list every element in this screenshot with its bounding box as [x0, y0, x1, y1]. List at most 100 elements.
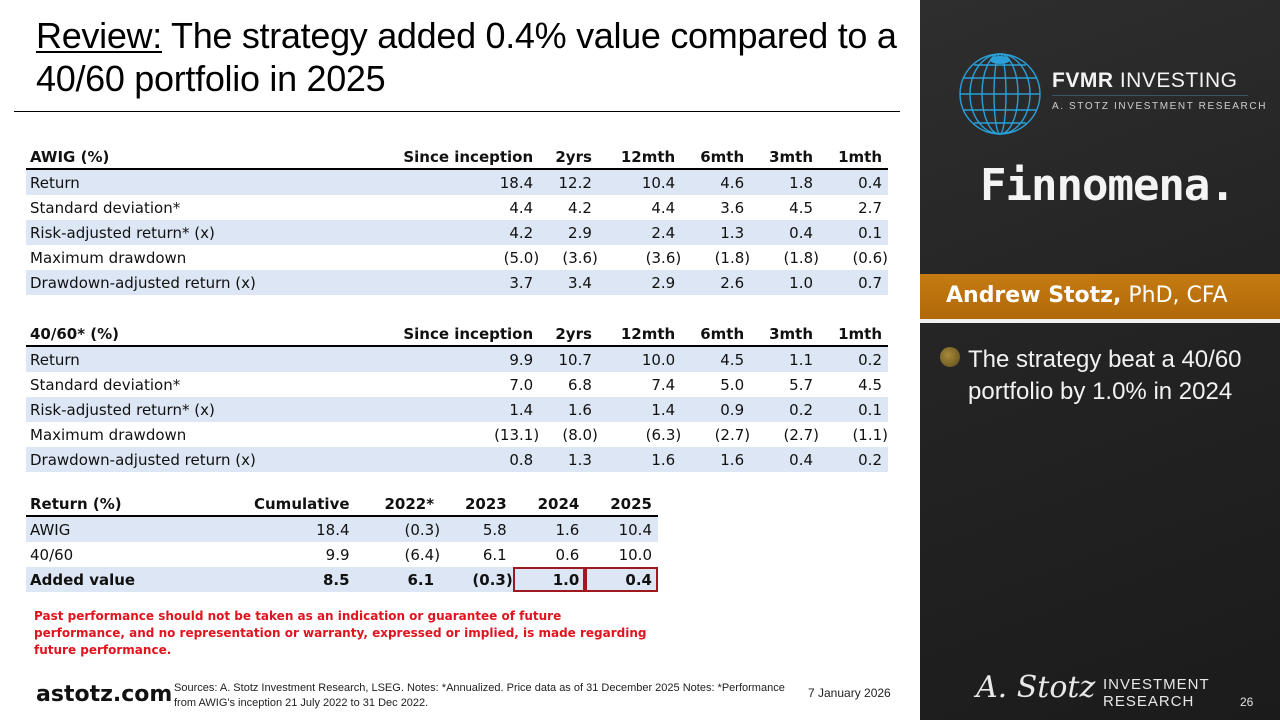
table-header-row: Return (%) Cumulative 2022* 2023 2024 20… — [26, 493, 658, 517]
value-cell: 0.1 — [819, 397, 888, 422]
value-cell: 2.6 — [681, 270, 751, 295]
value-cell: (2.7) — [714, 425, 751, 444]
value-cell: 1.6 — [681, 447, 751, 472]
title-text: The strategy added 0.4% value compared t… — [36, 15, 897, 99]
value-cell: (6.3) — [645, 425, 682, 444]
annual-return-table: Return (%) Cumulative 2022* 2023 2024 20… — [26, 493, 658, 592]
title-divider — [14, 111, 900, 112]
sidebar-panel: FVMR INVESTING A. STOTZ INVESTMENT RESEA… — [920, 0, 1280, 720]
table-header-row: 40/60* (%) Since inception 2yrs 12mth 6m… — [26, 323, 888, 347]
presenter-banner: Andrew Stotz, PhD, CFA — [920, 274, 1280, 323]
value-cell: 0.2 — [819, 346, 888, 372]
table-row: Return 18.4 12.2 10.4 4.6 1.8 0.4 — [26, 169, 888, 195]
row-label: Standard deviation* — [30, 198, 181, 217]
value-cell: 10.4 — [597, 169, 682, 195]
disclaimer-text: Past performance should not be taken as … — [34, 609, 647, 657]
value-cell: 1.3 — [681, 220, 751, 245]
value-cell: 3.4 — [539, 270, 598, 295]
value-cell: (3.6) — [645, 248, 682, 267]
value-cell: 3.7 — [351, 270, 540, 295]
highlighted-value-cell: 0.4 — [585, 567, 658, 592]
table-header-row: AWIG (%) Since inception 2yrs 12mth 6mth… — [26, 146, 888, 170]
value-cell: (0.3) — [440, 567, 513, 592]
key-point-text: The strategy beat a 40/60 portfolio by 1… — [968, 346, 1242, 405]
value-cell: 12.2 — [539, 169, 598, 195]
ir-line-1: INVESTMENT — [1103, 676, 1210, 693]
value-cell: 0.4 — [819, 169, 888, 195]
row-label: Return — [26, 346, 352, 372]
value-cell: 1.4 — [597, 397, 682, 422]
value-cell: 4.4 — [651, 198, 676, 217]
table-row: Standard deviation* 4.4 4.2 4.4 3.6 4.5 2.7 — [26, 195, 888, 220]
value-cell: 0.7 — [819, 270, 888, 295]
value-cell: (8.0) — [562, 425, 598, 444]
astotz-signature-logo: A. Stotz — [976, 670, 1096, 705]
value-cell: 8.5 — [201, 567, 356, 592]
value-cell: 6.1 — [482, 545, 507, 564]
row-label: Return — [26, 169, 352, 195]
sources-note: Sources: A. Stotz Investment Research, L… — [174, 682, 785, 709]
value-cell: 4.5 — [858, 375, 882, 394]
presenter-name-bold: Andrew Stotz, — [946, 283, 1122, 308]
value-cell: 1.4 — [351, 397, 540, 422]
presenter-name: Andrew Stotz, PhD, CFA — [946, 283, 1228, 308]
slide-title: Review: The strategy added 0.4% value co… — [36, 14, 920, 100]
fvmr-bold: FVMR — [1052, 69, 1114, 92]
value-cell: (0.6) — [852, 248, 888, 267]
table-row: Maximum drawdown (13.1) (8.0) (6.3) (2.7) (2.… — [26, 422, 888, 447]
investment-research-label: INVESTMENT RESEARCH — [1103, 676, 1210, 710]
value-cell: 7.4 — [651, 375, 676, 394]
header-cell: 3mth — [750, 146, 820, 170]
portfolio-4060-stats-table: 40/60* (%) Since inception 2yrs 12mth 6m… — [26, 323, 888, 472]
value-cell: 9.9 — [325, 545, 350, 564]
table-row: AWIG 18.4 (0.3) 5.8 1.6 10.4 — [26, 516, 658, 542]
header-cell: 2023 — [440, 493, 513, 517]
row-label: Drawdown-adjusted return (x) — [26, 270, 352, 295]
value-cell: 1.6 — [539, 397, 598, 422]
table-row: Return 9.9 10.7 10.0 4.5 1.1 0.2 — [26, 346, 888, 372]
table-row: Added value 8.5 6.1 (0.3) 1.0 0.4 — [26, 567, 658, 592]
table-row: Drawdown-adjusted return (x) 3.7 3.4 2.9 2.6… — [26, 270, 888, 295]
website-link[interactable]: astotz.com — [36, 682, 173, 707]
header-cell: Cumulative — [201, 493, 356, 517]
ir-line-2: RESEARCH — [1103, 693, 1195, 710]
value-cell: 0.1 — [819, 220, 888, 245]
value-cell: 4.6 — [681, 169, 751, 195]
row-label: Maximum drawdown — [30, 425, 187, 444]
value-cell: 1.6 — [512, 516, 586, 542]
header-cell: 1mth — [819, 146, 888, 170]
header-cell: 12mth — [597, 146, 682, 170]
awig-stats-table: AWIG (%) Since inception 2yrs 12mth 6mth… — [26, 146, 888, 295]
page-number: 26 — [1240, 695, 1254, 709]
presenter-credentials: PhD, CFA — [1121, 283, 1228, 308]
value-cell: 9.9 — [351, 346, 540, 372]
brand-divider — [1052, 95, 1248, 96]
row-label: Risk-adjusted return* (x) — [26, 397, 352, 422]
value-cell: 0.2 — [819, 447, 888, 472]
value-cell: 1.3 — [539, 447, 598, 472]
table-row: 40/60 9.9 (6.4) 6.1 0.6 10.0 — [26, 542, 658, 567]
row-label: Standard deviation* — [30, 375, 181, 394]
row-label: 40/60 — [30, 545, 74, 564]
value-cell: 0.4 — [750, 220, 820, 245]
value-cell: 0.6 — [555, 545, 580, 564]
header-cell: 2024 — [512, 493, 586, 517]
header-cell: AWIG (%) — [26, 146, 352, 170]
value-cell: 10.7 — [539, 346, 598, 372]
value-cell: (1.8) — [783, 248, 820, 267]
value-cell: 18.4 — [351, 169, 540, 195]
value-cell: (3.6) — [562, 248, 598, 267]
value-cell: 5.0 — [720, 375, 745, 394]
value-cell: 0.8 — [351, 447, 540, 472]
value-cell: 5.8 — [440, 516, 513, 542]
value-cell: 1.0 — [750, 270, 820, 295]
table-row: Risk-adjusted return* (x) 4.2 2.9 2.4 1.3 0.4… — [26, 220, 888, 245]
value-cell: 7.0 — [509, 375, 534, 394]
value-cell: 2.9 — [539, 220, 598, 245]
slide-content: Review: The strategy added 0.4% value co… — [14, 14, 920, 709]
value-cell: (2.7) — [783, 425, 820, 444]
value-cell: (1.1) — [852, 425, 888, 444]
value-cell: (1.8) — [714, 248, 751, 267]
row-label: Maximum drawdown — [30, 248, 187, 267]
header-cell: 2022* — [355, 493, 441, 517]
